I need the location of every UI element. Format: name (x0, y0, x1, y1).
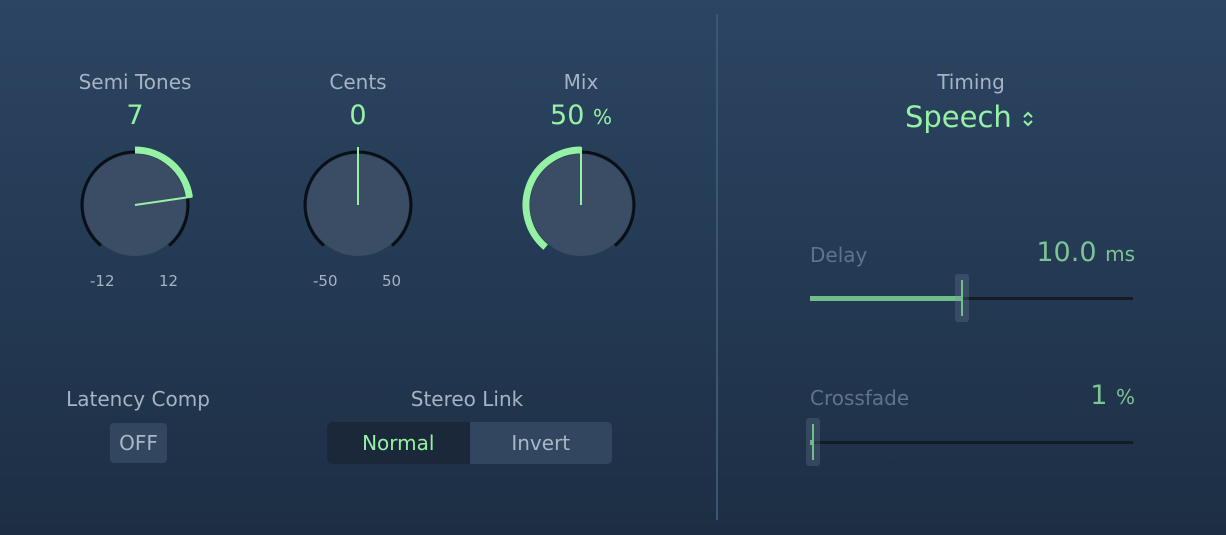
crossfade-value: 1 (1090, 380, 1108, 411)
stereo-link-normal[interactable]: Normal (327, 422, 470, 464)
slider-thumb-line (812, 424, 815, 460)
knob-pointer (134, 195, 193, 206)
delay-value-display: 10.0 ms (935, 237, 1135, 268)
cents-min-label: -50 (313, 272, 338, 290)
semi-tones-max-label: 12 (159, 272, 179, 290)
slider-track (810, 441, 1133, 444)
delay-label: Delay (810, 243, 868, 267)
semi-tones-min-label: -12 (90, 272, 115, 290)
crossfade-slider[interactable] (806, 418, 1133, 466)
stereo-link-invert[interactable]: Invert (511, 431, 571, 455)
cents-max-label: 50 (382, 272, 402, 290)
stereo-link-segmented: Normal Invert (327, 422, 612, 464)
cents-label: Cents (329, 70, 387, 94)
slider-fill (810, 440, 814, 445)
mix-unit: % (592, 105, 612, 129)
mix-label: Mix (563, 70, 599, 94)
mix-knob[interactable] (511, 135, 651, 275)
delay-slider[interactable] (810, 274, 1133, 322)
crossfade-unit: % (1115, 385, 1135, 409)
delay-unit: ms (1105, 242, 1135, 266)
divider (716, 14, 718, 520)
latency-comp-label: Latency Comp (66, 387, 210, 411)
latency-comp-button[interactable]: OFF (110, 423, 167, 463)
mix-value-display: 50 % (481, 100, 681, 131)
slider-track (810, 297, 1133, 300)
semi-tones-value-display: 7 (35, 100, 235, 131)
cents-value-display: 0 (258, 100, 458, 131)
semi-tones-value: 7 (126, 100, 144, 131)
slider-fill (810, 296, 962, 301)
crossfade-value-display: 1 % (935, 380, 1135, 411)
up-down-chevron-icon (1023, 111, 1033, 127)
stereo-link-label: Stereo Link (410, 387, 524, 411)
semi-tones-label: Semi Tones (78, 70, 192, 94)
knob-value-arc (134, 146, 193, 198)
timing-dropdown[interactable]: Speech (820, 100, 1120, 134)
cents-value: 0 (349, 100, 367, 131)
crossfade-label: Crossfade (810, 386, 910, 410)
mix-value: 50 (550, 100, 585, 131)
semi-tones-knob[interactable] (65, 135, 205, 275)
slider-thumb-line (960, 280, 963, 316)
cents-knob[interactable] (288, 135, 428, 275)
timing-value: Speech (904, 100, 1012, 134)
delay-value: 10.0 (1036, 237, 1097, 268)
timing-label: Timing (937, 70, 1005, 94)
knob-value-arc (522, 146, 582, 250)
